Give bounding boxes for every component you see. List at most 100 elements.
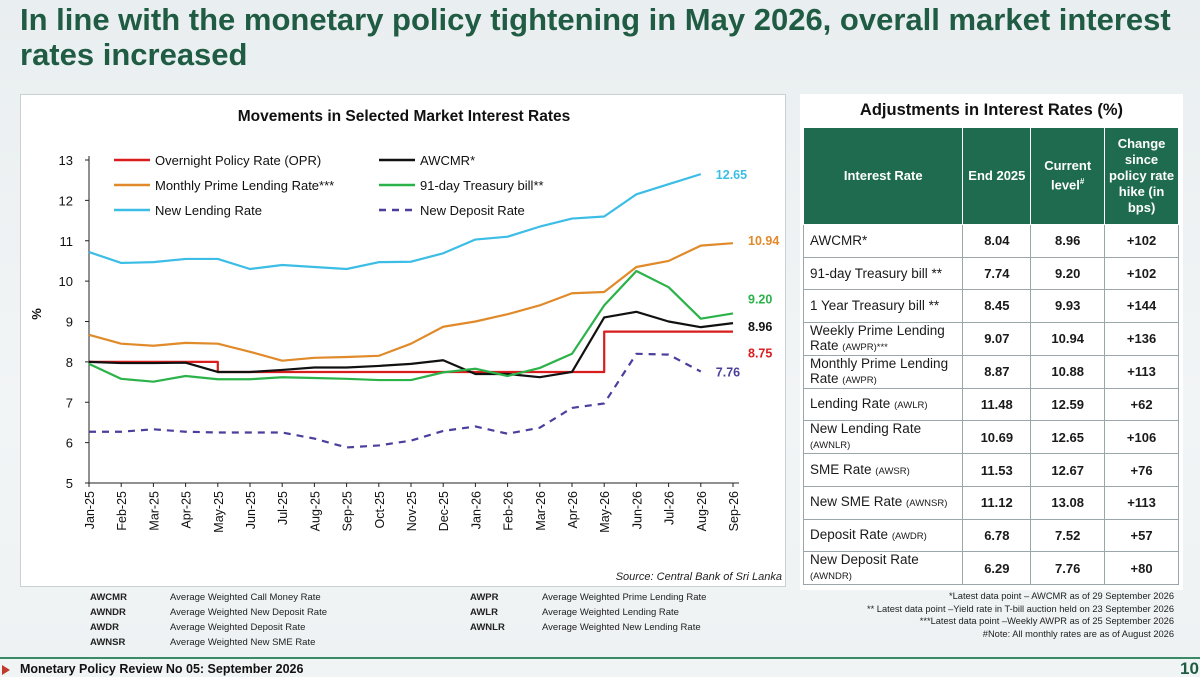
glossary-desc: Average Weighted Deposit Rate [170,622,306,633]
table-notes: *Latest data point – AWCMR as of 29 Sept… [800,590,1174,640]
rates-table-panel: Adjustments in Interest Rates (%) Intere… [800,94,1183,590]
glossary-desc: Average Weighted Prime Lending Rate [542,592,707,603]
change-bps-cell: +76 [1104,453,1179,487]
table-row: New Lending Rate (AWNLR) 10.69 12.65 +106 [802,420,1179,455]
y-tick-label: 12 [59,193,73,208]
legend-label: New Lending Rate [155,203,262,218]
y-tick-label: 11 [60,234,74,249]
x-tick-label: Mar-25 [147,491,161,531]
x-tick-label: Nov-25 [405,491,419,531]
change-bps-cell: +106 [1104,420,1179,455]
end-2025-cell: 7.74 [962,256,1032,291]
end-2025-cell: 8.45 [962,289,1032,323]
current-level-cell: 7.52 [1030,518,1106,553]
change-bps-cell: +113 [1104,485,1179,520]
rate-name-cell: New SME Rate (AWNSR) [802,485,964,520]
x-tick-label: Jun-26 [630,491,644,529]
table-row: 91-day Treasury bill ** 7.74 9.20 +102 [802,256,1179,291]
rate-name-cell: SME Rate (AWSR) [802,453,964,487]
rate-name: SME Rate [810,461,872,477]
series-end-label: 10.94 [748,234,779,248]
rate-name-cell: Monthly Prime Lending Rate (AWPR) [802,354,964,389]
y-tick-label: 10 [59,274,73,289]
rate-name: New Deposit Rate [810,552,919,568]
legend-label: New Deposit Rate [420,203,525,218]
x-tick-label: Aug-26 [695,491,709,531]
table-row: Weekly Prime Lending Rate (AWPR)*** 9.07 1… [802,321,1179,356]
x-tick-label: Dec-25 [437,491,451,531]
current-level-cell: 9.93 [1030,289,1106,323]
rate-abbr: (AWNLR) [810,440,851,452]
header-current-label: Current level [1044,158,1092,193]
rate-abbr: (AWDR) [891,530,927,542]
abbreviation-glossary: AWCMR Average Weighted Call Money Rate AW… [90,592,740,652]
rate-abbr: (AWPR) [842,374,877,386]
rate-name: New Lending Rate [810,421,922,437]
series-end-label: 7.76 [716,366,740,380]
interest-rates-table: Interest Rate End 2025 Current level# Ch… [802,127,1179,586]
current-level-cell: 10.88 [1030,354,1106,389]
rate-name: Weekly Prime Lending Rate [810,322,945,353]
end-2025-cell: 6.29 [962,551,1032,586]
x-tick-label: Jul-25 [276,491,290,525]
rate-name: 91-day Treasury bill ** [810,265,943,281]
x-tick-label: Jan-25 [83,491,97,529]
y-tick-label: 5 [66,476,73,491]
change-bps-cell: +102 [1104,256,1179,291]
table-row: AWCMR* 8.04 8.96 +102 [802,224,1179,258]
glossary-abbr: AWPR [470,592,499,603]
change-bps-cell: +144 [1104,289,1179,323]
y-tick-label: 13 [59,153,73,168]
x-tick-label: Apr-26 [566,491,580,529]
rate-name-cell: 91-day Treasury bill ** [802,256,964,291]
current-level-cell: 12.67 [1030,453,1106,487]
change-bps-cell: +80 [1104,551,1179,586]
footer: Monetary Policy Review No 05: September … [0,657,1200,677]
y-axis-label: % [29,308,44,320]
end-2025-cell: 11.48 [962,387,1032,422]
series-end-label: 9.20 [748,292,772,306]
header-interest-rate: Interest Rate [802,127,964,225]
rate-name-cell: Deposit Rate (AWDR) [802,518,964,553]
change-bps-cell: +136 [1104,321,1179,356]
y-tick-label: 8 [66,355,73,370]
series-line-91-day-treasury-bill [88,269,734,383]
series-line-new-lending-rate [88,173,702,271]
note-line: *Latest data point – AWCMR as of 29 Sept… [949,591,1174,601]
glossary-desc: Average Weighted New SME Rate [170,637,316,648]
current-level-cell: 8.96 [1030,224,1106,258]
current-level-cell: 12.65 [1030,420,1106,455]
change-bps-cell: +57 [1104,518,1179,553]
rate-abbr: (AWNDR) [810,571,852,583]
note-line: ** Latest data point –Yield rate in T-bi… [866,603,1174,614]
note-line: ***Latest data point –Weekly AWPR as of … [919,616,1174,626]
page-number: 10 [1180,659,1199,677]
end-2025-cell: 10.69 [962,420,1032,455]
x-tick-label: Jul-26 [663,491,677,525]
change-bps-cell: +62 [1104,387,1179,422]
table-row: Lending Rate (AWLR) 11.48 12.59 +62 [802,387,1179,422]
rate-name-cell: New Lending Rate (AWNLR) [802,420,964,455]
line-chart: Movements in Selected Market Interest Ra… [29,108,779,533]
rate-abbr: (AWNSR) [906,498,948,510]
glossary-abbr: AWNSR [90,637,126,648]
rate-name-cell: 1 Year Treasury bill ** [802,289,964,323]
footer-text: Monetary Policy Review No 05: September … [20,662,304,676]
x-tick-label: Sep-26 [727,491,741,531]
series-end-label: 12.65 [716,168,747,182]
rate-name-cell: AWCMR* [802,224,964,258]
series-end-label: 8.75 [748,347,772,361]
footer-marker-icon [2,665,10,675]
table-header-row: Interest Rate End 2025 Current level# Ch… [802,127,1179,225]
x-tick-label: Oct-25 [373,491,387,529]
series-line-awcmr [88,310,734,379]
legend-label: Monthly Prime Lending Rate*** [155,178,334,193]
rate-name-cell: Weekly Prime Lending Rate (AWPR)*** [802,321,964,356]
y-tick-label: 6 [66,436,73,451]
table-row: New SME Rate (AWNSR) 11.12 13.08 +113 [802,485,1179,520]
glossary-abbr: AWDR [90,622,120,633]
glossary-item: AWNSR Average Weighted New SME Rate [90,637,315,648]
series-end-label: 8.96 [748,320,772,334]
x-tick-label: Feb-26 [502,491,516,531]
glossary-desc: Average Weighted Call Money Rate [170,592,321,603]
